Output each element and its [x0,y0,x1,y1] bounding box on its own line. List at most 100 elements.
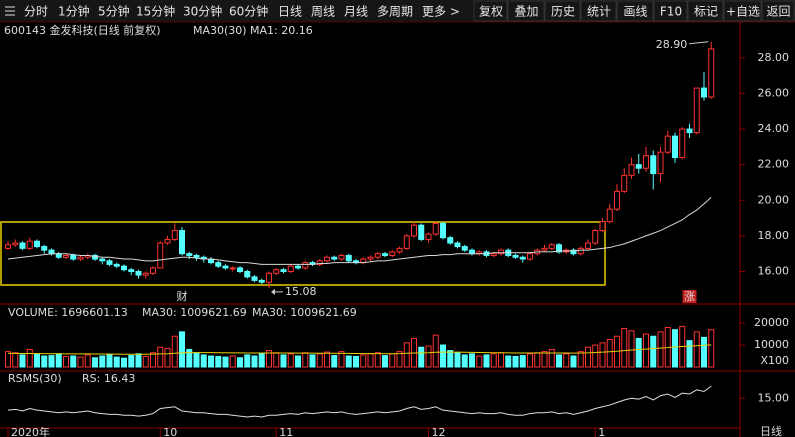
candle-body [193,254,200,258]
period-tab[interactable]: 月线 [344,5,368,19]
period-tab[interactable]: 30分钟 [183,4,222,19]
period-tab[interactable]: 1分钟 [58,4,90,19]
volume-bar [41,355,48,368]
candle-body [469,249,475,255]
volume-bar [461,354,468,368]
period-tab[interactable]: 多周期 [377,5,413,19]
volume-bar [621,328,628,368]
toolbar-button[interactable]: 复权 [479,5,503,19]
candle-body [432,222,439,235]
toolbar-button[interactable]: 画线 [623,5,647,19]
toolbar-button-frame [616,0,654,22]
volume-bar [490,353,497,368]
volume-bar [577,351,584,368]
candle-body [686,128,693,134]
menu-icon[interactable] [5,6,15,16]
volume-bar [99,355,106,368]
candle-body [628,164,635,176]
period-tab[interactable]: 周线 [311,5,335,19]
candle-body [418,224,425,240]
x-tick-label: 1 [598,426,605,437]
volume-bar [215,355,222,368]
rsms-title: RSMS(30) [8,372,62,385]
candle-body [331,256,338,260]
volume-bar [19,354,26,368]
toolbar-button-frame [473,0,508,22]
volume-bar [374,352,381,368]
candle-body [128,269,135,273]
toolbar-button[interactable]: 叠加 [514,5,538,19]
high-label: 28.90 [656,38,688,51]
candle-body [157,242,164,269]
volume-bar [244,354,251,368]
toolbar-button[interactable]: +自选 [726,5,760,19]
y-tick-label: 20.00 [758,193,790,206]
toolbar-button[interactable]: F10 [660,5,682,19]
volume-bar [396,351,403,368]
low-arrow-head [271,288,275,295]
high-pointer [689,41,709,45]
marker[interactable]: 财 [177,289,188,303]
volume-bar [48,355,55,368]
candle-body [556,244,562,253]
highlight-box [0,221,606,286]
toolbar-button-frame [544,0,581,22]
candle-body [92,254,98,260]
volume-bar [693,331,700,368]
toolbar-button[interactable]: 历史 [551,5,575,19]
indicator-value: MA1: 20.16 [250,24,313,37]
volume-bar [353,355,359,368]
volume-bar [106,353,113,368]
candle-body [164,238,171,244]
volume-bar [179,331,185,368]
volume-bar [505,355,512,368]
candle-body [490,253,497,256]
volume-bar [498,352,504,368]
period-tab[interactable]: 分时 [24,5,48,19]
period-tab[interactable]: 60分钟 [229,4,268,19]
volume-bar [432,334,439,368]
x-tick-label: 12 [432,426,446,437]
volume-bar [229,355,236,368]
candle-body [280,269,287,273]
candle-body [599,221,606,232]
candle-body [411,224,417,237]
low-label: 15.08 [285,285,317,298]
candle-body [258,279,265,283]
volume-bar [628,330,635,368]
volume-bar [237,357,243,368]
volume-ma-line [8,344,712,355]
candle-body [621,174,628,192]
candle-body [679,128,686,159]
candle-body [592,230,599,244]
volume-bar [672,329,678,368]
candle-body [26,240,33,249]
volume-bar [302,352,309,368]
volume-bar [657,331,664,368]
candle-body [55,253,62,258]
volume-bar [77,356,84,368]
period-tab[interactable]: 15分钟 [136,4,175,19]
candle-body [643,155,649,169]
candle-body [461,246,468,251]
volume-bar [26,348,33,368]
volume-bar [193,352,200,368]
volume-bar [142,355,149,368]
period-tab[interactable]: 5分钟 [98,4,130,19]
marker[interactable]: 涨 [684,290,695,303]
y-tick-label: 26.00 [758,86,790,99]
candle-body [287,265,294,273]
candle-body [425,233,432,240]
period-tab[interactable]: 更多 > [422,5,460,19]
volume-bar [563,353,570,368]
toolbar-button[interactable]: 返回 [766,5,790,19]
candle-body [106,260,113,265]
volume-bar [324,351,330,368]
toolbar-button[interactable]: 统计 [587,5,611,19]
unit-label: X100 [760,354,789,367]
candle-body [708,48,715,98]
candle-body [12,242,19,246]
candle-body [345,254,352,262]
toolbar-button[interactable]: 标记 [694,5,718,19]
period-tab[interactable]: 日线 [278,5,302,19]
